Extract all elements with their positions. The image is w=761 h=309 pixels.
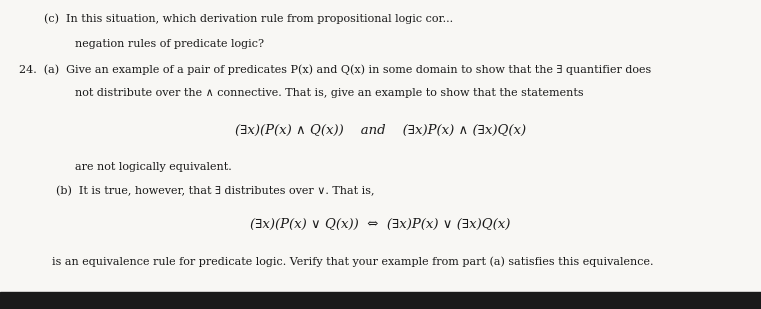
Text: negation rules of predicate logic?: negation rules of predicate logic? bbox=[75, 39, 263, 49]
Text: (c)  In this situation, which derivation rule from propositional logic cor...: (c) In this situation, which derivation … bbox=[44, 14, 454, 24]
Text: (∃x)(P(x) ∧ Q(x))    and    (∃x)P(x) ∧ (∃x)Q(x): (∃x)(P(x) ∧ Q(x)) and (∃x)P(x) ∧ (∃x)Q(x… bbox=[235, 124, 526, 137]
Text: (b)  It is true, however, that ∃ distributes over ∨. That is,: (b) It is true, however, that ∃ distribu… bbox=[56, 185, 375, 196]
Text: 24.  (a)  Give an example of a pair of predicates P(x) and Q(x) in some domain t: 24. (a) Give an example of a pair of pre… bbox=[19, 65, 651, 75]
Text: (∃x)(P(x) ∨ Q(x))  ⇔  (∃x)P(x) ∨ (∃x)Q(x): (∃x)(P(x) ∨ Q(x)) ⇔ (∃x)P(x) ∨ (∃x)Q(x) bbox=[250, 218, 511, 231]
Bar bbox=[0, 292, 761, 309]
Text: not distribute over the ∧ connective. That is, give an example to show that the : not distribute over the ∧ connective. Th… bbox=[75, 88, 583, 98]
Text: is an equivalence rule for predicate logic. Verify that your example from part (: is an equivalence rule for predicate log… bbox=[52, 256, 653, 267]
Text: are not logically equivalent.: are not logically equivalent. bbox=[75, 162, 231, 172]
